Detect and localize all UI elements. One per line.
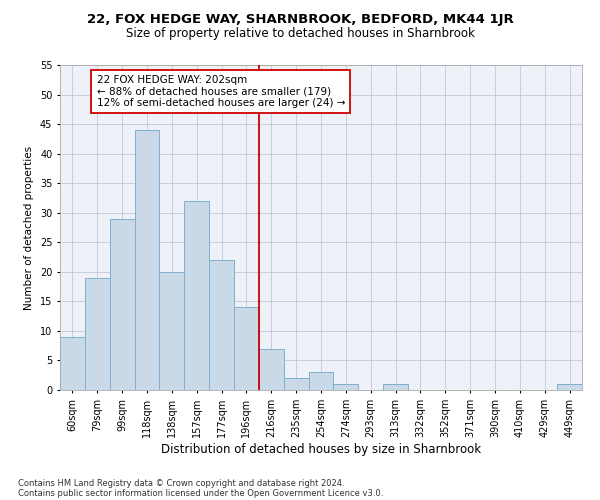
Bar [334,384,358,390]
Bar [184,201,209,390]
Text: Size of property relative to detached houses in Sharnbrook: Size of property relative to detached ho… [125,28,475,40]
Bar [60,337,85,390]
Bar [234,308,259,390]
Bar [160,272,184,390]
Text: Contains public sector information licensed under the Open Government Licence v3: Contains public sector information licen… [18,488,383,498]
Text: Contains HM Land Registry data © Crown copyright and database right 2024.: Contains HM Land Registry data © Crown c… [18,478,344,488]
Bar [110,218,134,390]
Bar [134,130,160,390]
Y-axis label: Number of detached properties: Number of detached properties [25,146,34,310]
Bar [284,378,308,390]
Bar [308,372,334,390]
Bar [209,260,234,390]
Bar [383,384,408,390]
X-axis label: Distribution of detached houses by size in Sharnbrook: Distribution of detached houses by size … [161,442,481,456]
Bar [85,278,110,390]
Bar [259,348,284,390]
Bar [557,384,582,390]
Text: 22, FOX HEDGE WAY, SHARNBROOK, BEDFORD, MK44 1JR: 22, FOX HEDGE WAY, SHARNBROOK, BEDFORD, … [86,12,514,26]
Text: 22 FOX HEDGE WAY: 202sqm
← 88% of detached houses are smaller (179)
12% of semi-: 22 FOX HEDGE WAY: 202sqm ← 88% of detach… [97,74,345,108]
